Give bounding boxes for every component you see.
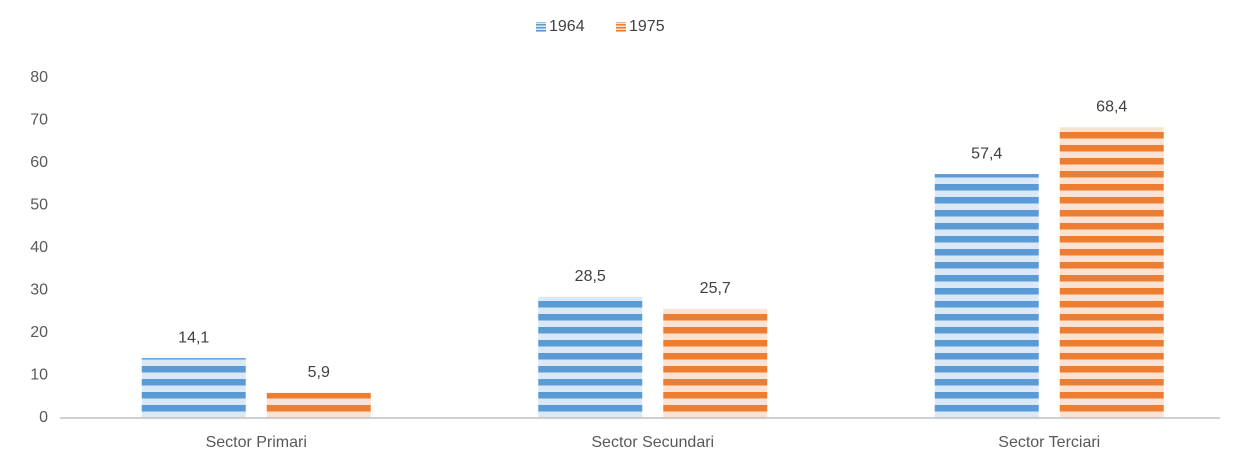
legend-swatch [536,22,546,32]
value-label: 14,1 [178,329,209,346]
value-label: 28,5 [575,268,606,285]
legend-swatch [616,22,626,32]
y-tick-label: 70 [30,112,48,129]
y-tick-label: 20 [30,324,48,341]
bar [1059,127,1164,419]
value-label: 57,4 [971,145,1002,162]
bar [141,358,246,418]
y-tick-label: 40 [30,239,48,256]
y-tick-label: 50 [30,197,48,214]
legend-label: 1964 [549,18,585,35]
value-label: 5,9 [308,364,330,381]
bar [934,174,1039,418]
x-tick-label: Sector Terciari [998,434,1100,451]
bar [663,308,768,418]
x-tick-label: Sector Secundari [591,434,714,451]
y-tick-label: 0 [39,409,48,426]
value-label: 68,4 [1096,99,1127,116]
y-tick-label: 80 [30,69,48,86]
bar [538,296,643,418]
y-tick-label: 30 [30,282,48,299]
value-label: 25,7 [700,280,731,297]
x-tick-label: Sector Primari [206,434,307,451]
bar [266,392,371,418]
y-tick-label: 10 [30,367,48,384]
legend-label: 1975 [629,18,665,35]
y-tick-label: 60 [30,154,48,171]
